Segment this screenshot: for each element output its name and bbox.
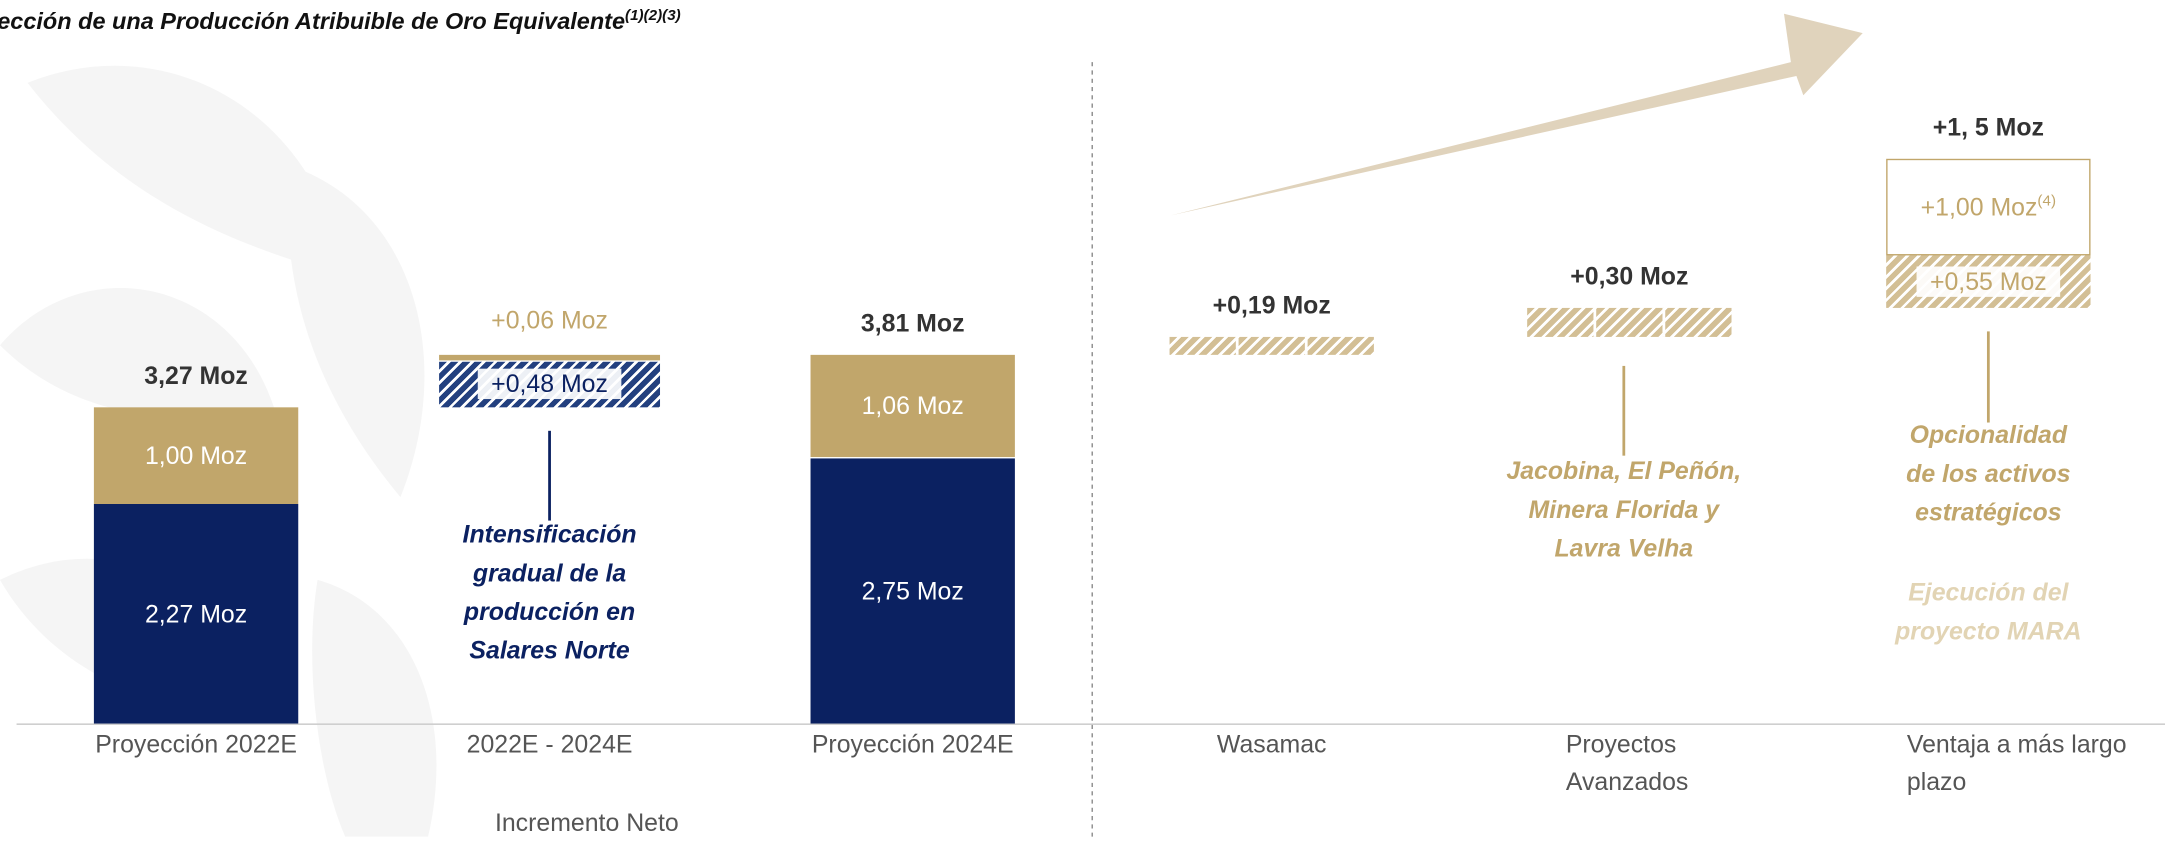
bar-divider [1236,337,1239,355]
value-label: 2,75 Moz [802,575,1023,605]
bar-divider [1304,337,1307,355]
value-label-text: +0,55 Moz [1930,268,2047,296]
label-note: (4) [2037,193,2056,210]
value-label-text: 1,06 Moz [862,393,964,421]
x-tick-label: Proyectos Avanzados [1566,726,1732,801]
value-label: +0,06 Moz [439,306,660,336]
annotation-line: Opcionalidad [1823,416,2154,455]
value-label: 1,06 Moz [802,391,1023,421]
annotation-connector [1987,331,1989,422]
page: {"chart_data": {"type": "waterfall", "ti… [0,0,2165,837]
group-label: Incremento Neto [414,805,759,842]
x-tick-label: 2022E - 2024E [398,726,702,763]
bar [1170,337,1374,355]
total-label: +1, 5 Moz [1864,111,2113,141]
annotation-line: Jacobina, El Peñón, [1458,452,1789,491]
annotation-line: Lavra Velha [1458,529,1789,568]
bar-divider [1594,308,1597,337]
total-label: +0,30 Moz [1505,261,1754,291]
annotation-line: gradual de la [384,554,715,593]
annotation-line: estratégicos [1823,493,2154,532]
x-tick-label: Wasamac [1120,726,1424,763]
annotation-line: Minera Florida y [1458,490,1789,529]
title-text: ección de una Producción Atribuible de O… [0,8,625,34]
annotation-line: Intensificación [384,515,715,554]
annotation-connector [1623,366,1625,456]
x-tick-label: Proyección 2022E [44,726,348,763]
annotation-line: de los activos [1823,454,2154,493]
annotation-line: producción en [384,592,715,631]
growth-arrow [1171,14,1863,216]
annotation-line: proyecto MARA [1823,612,2154,651]
chart: ección de una Producción Atribuible de O… [0,0,2165,837]
annotation-line: Salares Norte [384,631,715,670]
value-label: 2,27 Moz [86,599,307,629]
value-label-text: 2,75 Moz [862,577,964,605]
value-label-text: 1,00 Moz [145,442,247,470]
bar [1527,308,1731,337]
bar [439,355,660,361]
bar-divider [1662,308,1665,337]
total-label: +0,19 Moz [1147,290,1396,320]
value-label-text: +1,00 Moz [1921,193,2038,221]
value-label: +0,55 Moz [1917,266,2061,296]
chart-title: ección de una Producción Atribuible de O… [0,8,681,36]
value-label: 1,00 Moz [86,441,307,471]
title-note: (1)(2)(3) [625,7,681,24]
value-label-text: +0,48 Moz [491,370,608,398]
value-label: +1,00 Moz(4) [1878,191,2099,221]
total-label: 3,81 Moz [788,308,1037,338]
x-tick-label: Ventaja a más largo plazo [1907,726,2165,801]
annotation-connector [549,431,551,521]
x-tick-label: Proyección 2024E [761,726,1065,763]
total-label: 3,27 Moz [72,361,321,391]
value-label-text: +0,06 Moz [491,307,608,335]
value-label-text: 2,27 Moz [145,600,247,628]
value-label: +0,48 Moz [478,369,622,399]
annotation-line: Ejecución del [1823,573,2154,612]
